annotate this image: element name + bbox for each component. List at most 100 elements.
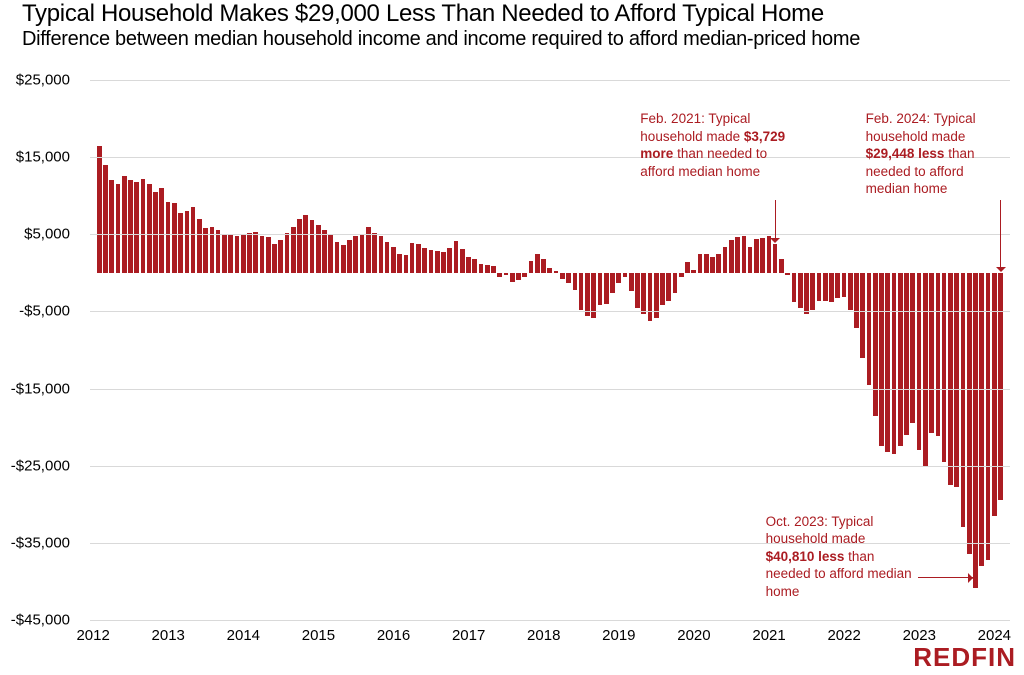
bar (335, 242, 340, 273)
bar (735, 237, 740, 273)
bar (222, 234, 227, 273)
bar (466, 257, 471, 272)
bar (698, 254, 703, 273)
bar (785, 273, 790, 275)
bar (185, 211, 190, 273)
bar (892, 273, 897, 454)
bar (648, 273, 653, 322)
bar (754, 239, 759, 273)
bar (835, 273, 840, 298)
bar (172, 203, 177, 272)
bar (303, 215, 308, 273)
y-axis-label: $15,000 (0, 149, 70, 166)
bar (435, 251, 440, 273)
bar (973, 273, 978, 588)
bar (479, 264, 484, 273)
bar (773, 244, 778, 273)
bar (948, 273, 953, 485)
bar (454, 241, 459, 273)
bar (936, 273, 941, 437)
bar (860, 273, 865, 358)
bar (585, 273, 590, 316)
bar (723, 247, 728, 273)
bar (742, 236, 747, 273)
bar (910, 273, 915, 423)
bar (867, 273, 872, 385)
bar (954, 273, 959, 487)
bar (441, 252, 446, 273)
bar (416, 244, 421, 273)
bar (986, 273, 991, 560)
bar (848, 273, 853, 310)
bar (823, 273, 828, 302)
chart-subtitle: Difference between median household inco… (22, 28, 860, 51)
bar (729, 240, 734, 272)
bar (166, 202, 171, 273)
bar (579, 273, 584, 310)
chart-area: $25,000$15,000$5,000-$5,000-$15,000-$25,… (0, 60, 1024, 640)
bar (253, 232, 258, 273)
bar (666, 273, 671, 301)
bar (116, 184, 121, 273)
bar (216, 230, 221, 272)
bar (616, 273, 621, 283)
bar (829, 273, 834, 302)
bar (967, 273, 972, 555)
bar (510, 273, 515, 282)
x-axis-label: 2014 (227, 627, 260, 644)
bar (885, 273, 890, 452)
gridline (90, 80, 1010, 81)
bar (109, 180, 114, 273)
annotation-arrow (775, 200, 776, 238)
bar (691, 270, 696, 273)
bar (748, 247, 753, 273)
x-axis-label: 2015 (302, 627, 335, 644)
bar (122, 176, 127, 272)
bar (322, 230, 327, 272)
plot-region: $25,000$15,000$5,000-$5,000-$15,000-$25,… (90, 80, 1010, 620)
bar (879, 273, 884, 447)
bar (623, 273, 628, 278)
bar (547, 268, 552, 273)
y-axis-label: -$45,000 (0, 612, 70, 629)
arrow-head-icon (968, 573, 973, 583)
bar (842, 273, 847, 297)
bar (447, 248, 452, 273)
bar (272, 244, 277, 273)
annotation-feb2024: Feb. 2024: Typical household made $29,44… (866, 110, 1011, 198)
annotation-arrow (918, 577, 973, 578)
bar (103, 165, 108, 273)
bar (522, 273, 527, 278)
bar (942, 273, 947, 462)
y-axis-label: $5,000 (0, 226, 70, 243)
bar (641, 273, 646, 314)
bar (310, 220, 315, 272)
chart-title: Typical Household Makes $29,000 Less Tha… (22, 0, 824, 28)
y-axis-label: -$5,000 (0, 303, 70, 320)
bar (917, 273, 922, 450)
bar (278, 240, 283, 272)
x-axis-label: 2021 (752, 627, 785, 644)
bar (817, 273, 822, 301)
annotation-feb2021: Feb. 2021: Typical household made $3,729… (640, 110, 785, 180)
bar (404, 255, 409, 273)
x-axis-label: 2013 (152, 627, 185, 644)
bar (810, 273, 815, 310)
bar (504, 273, 509, 275)
gridline (90, 466, 1010, 467)
bar (679, 273, 684, 277)
bar (241, 235, 246, 273)
x-axis-label: 2019 (602, 627, 635, 644)
bar (792, 273, 797, 302)
bar (610, 273, 615, 293)
bar (197, 219, 202, 273)
bar (472, 259, 477, 273)
bar (360, 234, 365, 273)
bar (804, 273, 809, 314)
gridline (90, 389, 1010, 390)
bar (391, 247, 396, 272)
bar (247, 233, 252, 273)
bar (710, 257, 715, 273)
bar (341, 245, 346, 273)
bar (297, 219, 302, 273)
